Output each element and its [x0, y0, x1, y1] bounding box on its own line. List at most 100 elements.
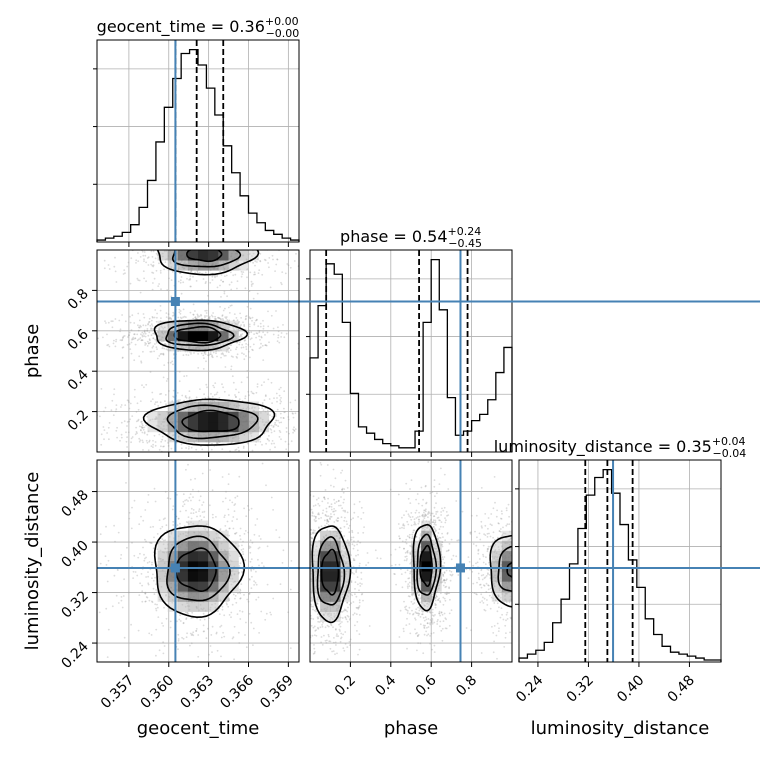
sample-point	[271, 402, 273, 404]
sample-point	[189, 478, 192, 481]
sample-point	[234, 322, 237, 325]
sample-point	[318, 526, 320, 529]
sample-point	[118, 319, 121, 322]
sample-point	[159, 239, 161, 241]
sample-point	[213, 393, 216, 396]
sample-point	[131, 338, 133, 341]
sample-point	[154, 338, 157, 341]
sample-point	[249, 345, 252, 348]
sample-point	[311, 514, 314, 517]
sample-point	[342, 509, 345, 512]
sample-point	[172, 363, 174, 366]
sample-point	[143, 432, 146, 435]
sample-point	[145, 280, 148, 283]
sample-point	[352, 557, 355, 560]
sample-point	[326, 519, 329, 522]
density-cell	[198, 540, 209, 552]
sample-point	[152, 443, 155, 446]
sample-point	[289, 588, 292, 591]
sample-point	[147, 264, 150, 266]
sample-point	[236, 231, 238, 233]
sample-point	[151, 316, 154, 318]
sample-point	[134, 433, 137, 436]
sample-point	[204, 271, 207, 274]
sample-point	[323, 519, 326, 522]
sample-point	[106, 333, 108, 336]
sample-point	[145, 424, 148, 427]
sample-point	[241, 343, 244, 346]
sample-point	[203, 630, 206, 633]
sample-point	[165, 380, 168, 382]
sample-point	[179, 281, 182, 284]
sample-point	[128, 334, 131, 336]
sample-point	[183, 227, 185, 229]
sample-point	[274, 413, 277, 415]
sample-point	[132, 570, 135, 573]
sample-point	[225, 234, 227, 236]
sample-point	[242, 445, 245, 448]
sample-point	[181, 636, 184, 639]
sample-point	[235, 531, 238, 534]
sample-point	[199, 619, 202, 621]
sample-point	[151, 601, 154, 604]
density-cell	[248, 431, 259, 443]
sample-point	[195, 396, 198, 399]
sample-point	[250, 558, 253, 560]
sample-point	[188, 445, 190, 448]
sample-point	[447, 549, 450, 552]
sample-point	[184, 396, 187, 398]
sample-point	[142, 546, 144, 549]
sample-point	[253, 533, 256, 536]
sample-point	[214, 234, 216, 236]
sample-point	[147, 583, 150, 586]
sample-point	[148, 599, 151, 602]
sample-point	[250, 570, 253, 572]
sample-point	[247, 335, 250, 338]
sample-point	[303, 557, 305, 559]
sample-point	[115, 340, 117, 343]
sample-point	[248, 592, 251, 595]
sample-point	[89, 522, 91, 524]
sample-point	[350, 593, 352, 596]
sample-point	[258, 438, 261, 441]
sample-point	[202, 354, 205, 357]
sample-point	[356, 543, 358, 546]
sample-point	[261, 273, 264, 276]
sample-point	[192, 631, 195, 634]
sample-point	[134, 245, 136, 247]
sample-point	[242, 223, 244, 225]
sample-point	[332, 510, 334, 513]
sample-point	[142, 426, 144, 429]
sample-point	[332, 650, 335, 652]
sample-point	[241, 273, 244, 275]
title-geocent_time: geocent_time = 0.36+0.00 −0.00	[97, 15, 300, 40]
sample-point	[152, 227, 154, 229]
sample-point	[292, 428, 295, 431]
sample-point	[212, 244, 214, 246]
sample-point	[336, 611, 339, 614]
sample-point	[346, 539, 349, 542]
density-cell	[258, 421, 270, 433]
density-cell	[208, 581, 219, 592]
density-cell	[177, 320, 189, 332]
sample-point	[287, 443, 290, 445]
sample-point	[134, 571, 137, 573]
sample-point	[251, 541, 254, 544]
sample-point	[195, 630, 198, 632]
sample-point	[282, 417, 285, 419]
sample-point	[145, 439, 148, 442]
sample-point	[179, 614, 182, 617]
sample-point	[127, 401, 130, 404]
sample-point	[154, 401, 157, 404]
sample-point	[303, 525, 305, 527]
sample-point	[219, 232, 221, 234]
sample-point	[141, 339, 143, 342]
density-cell	[208, 401, 219, 412]
sample-point	[313, 644, 315, 646]
sample-point	[232, 225, 234, 227]
sample-point	[351, 543, 354, 546]
sample-point	[182, 493, 185, 496]
sample-point	[357, 532, 359, 534]
sample-point	[220, 353, 223, 355]
sample-point	[258, 535, 261, 537]
